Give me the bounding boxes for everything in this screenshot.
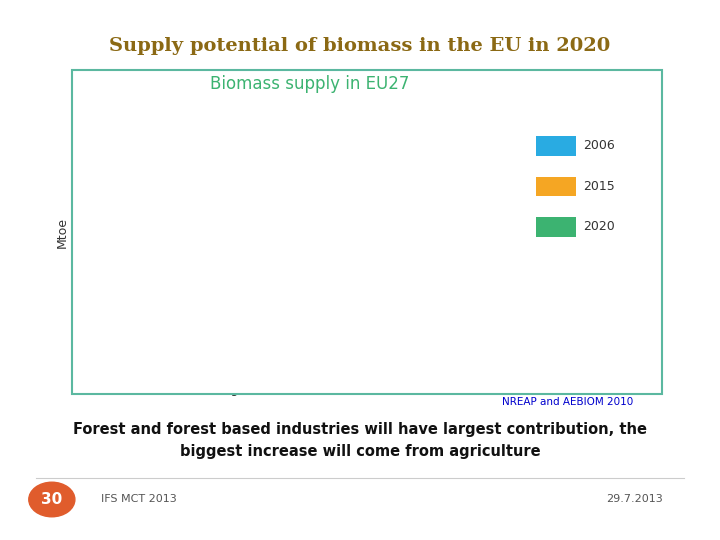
Bar bbox=[246, 313, 269, 378]
Y-axis label: Mtoe: Mtoe bbox=[55, 217, 68, 248]
Text: biggest increase will come from agriculture: biggest increase will come from agricult… bbox=[180, 444, 540, 460]
Bar bbox=[431, 203, 454, 378]
Bar bbox=[120, 261, 143, 378]
Bar bbox=[269, 286, 292, 378]
Bar bbox=[166, 232, 188, 378]
Text: NREAP and AEBIOM 2010: NREAP and AEBIOM 2010 bbox=[503, 397, 634, 407]
Text: IFS MCT 2013: IFS MCT 2013 bbox=[101, 495, 176, 504]
Bar bbox=[350, 351, 373, 378]
Bar bbox=[373, 342, 396, 378]
Text: 29.7.2013: 29.7.2013 bbox=[606, 495, 662, 504]
Text: 30: 30 bbox=[41, 492, 63, 507]
Bar bbox=[143, 244, 166, 378]
Text: Biomass supply in EU27: Biomass supply in EU27 bbox=[210, 75, 409, 93]
Bar bbox=[327, 358, 350, 378]
Bar bbox=[477, 104, 500, 378]
Text: 2006: 2006 bbox=[583, 139, 615, 152]
Bar bbox=[223, 345, 246, 378]
Text: Forest and forest based industries will have largest contribution, the: Forest and forest based industries will … bbox=[73, 422, 647, 437]
Text: 2015: 2015 bbox=[583, 180, 615, 193]
Bar bbox=[454, 149, 477, 378]
Text: Supply potential of biomass in the EU in 2020: Supply potential of biomass in the EU in… bbox=[109, 37, 611, 55]
Text: 2020: 2020 bbox=[583, 220, 615, 233]
